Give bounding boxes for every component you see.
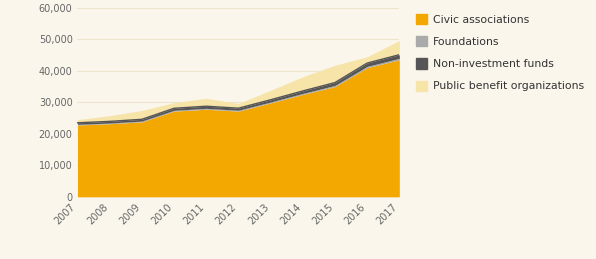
Legend: Civic associations, Foundations, Non-investment funds, Public benefit organizati: Civic associations, Foundations, Non-inv… <box>411 9 588 96</box>
